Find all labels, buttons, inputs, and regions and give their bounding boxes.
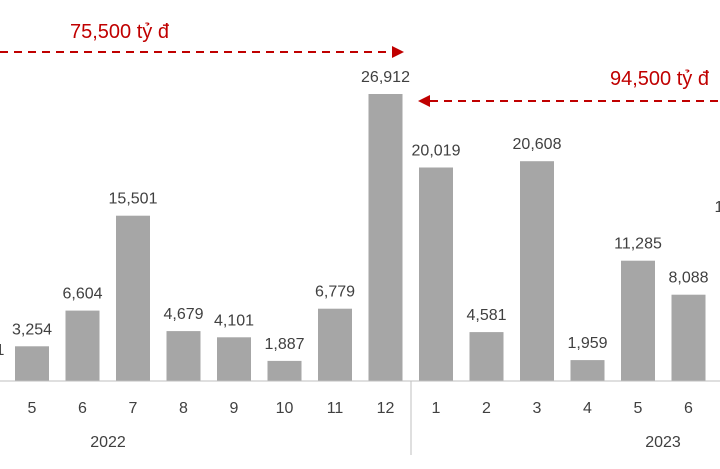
value-label-9: 4,581	[466, 307, 506, 324]
bar-5	[267, 360, 302, 381]
bar-13	[671, 294, 706, 381]
value-label-11: 1,959	[567, 335, 607, 352]
tick-label-2: 7	[129, 400, 138, 417]
tick-label-13: 6	[684, 400, 693, 417]
bar-10	[520, 161, 554, 381]
tick-labels-group: 5 6 7 8 9 10 11 12 1 2 3 4 5 6	[28, 400, 694, 417]
tick-label-12: 5	[634, 400, 643, 417]
bar-1	[65, 310, 100, 381]
annotation-arrowhead-1	[392, 46, 404, 58]
value-label-6: 6,779	[315, 284, 355, 301]
tick-label-0: 5	[28, 400, 37, 417]
bar-0	[15, 346, 49, 381]
tick-label-11: 4	[583, 400, 592, 417]
bar-12	[621, 260, 655, 381]
tick-label-9: 2	[482, 400, 491, 417]
annotation-label-2: 94,500 tỷ đ	[610, 68, 710, 90]
tick-label-5: 10	[276, 400, 294, 417]
value-label-2: 15,501	[109, 191, 158, 208]
bar-9	[469, 332, 504, 381]
partial-value-label-right: 1	[715, 199, 720, 216]
value-label-12: 11,285	[614, 236, 662, 253]
value-label-4: 4,101	[214, 312, 254, 329]
value-label-13: 8,088	[668, 270, 708, 287]
bar-6	[318, 308, 352, 381]
value-label-3: 4,679	[163, 306, 203, 323]
tick-label-10: 3	[533, 400, 542, 417]
year-label-2022: 2022	[90, 434, 126, 451]
value-labels-group: 3,254 6,604 15,501 4,679 4,101 1,887 6,779 26,9…	[12, 69, 709, 353]
partial-value-label-left: 1	[0, 342, 5, 359]
value-label-10: 20,608	[513, 136, 562, 153]
bar-4	[217, 337, 251, 381]
annotation-label-1: 75,500 tỷ đ	[70, 21, 170, 43]
value-label-0: 3,254	[12, 321, 52, 338]
value-label-7: 26,912	[361, 69, 410, 86]
tick-label-3: 8	[179, 400, 188, 417]
bars-group	[15, 94, 706, 381]
year-label-2023: 2023	[645, 434, 681, 451]
bar-8	[419, 167, 453, 381]
annotation-arrowhead-2	[418, 95, 430, 107]
bar-3	[166, 331, 201, 381]
value-label-5: 1,887	[264, 336, 304, 353]
bar-7	[368, 94, 403, 381]
tick-label-6: 11	[327, 400, 344, 417]
bar-2	[116, 215, 150, 381]
value-label-1: 6,604	[62, 286, 102, 303]
bar-11	[570, 360, 605, 381]
tick-label-7: 12	[377, 400, 395, 417]
tick-label-1: 6	[78, 400, 87, 417]
tick-label-4: 9	[230, 400, 239, 417]
tick-label-8: 1	[432, 400, 441, 417]
value-label-8: 20,019	[412, 143, 461, 160]
